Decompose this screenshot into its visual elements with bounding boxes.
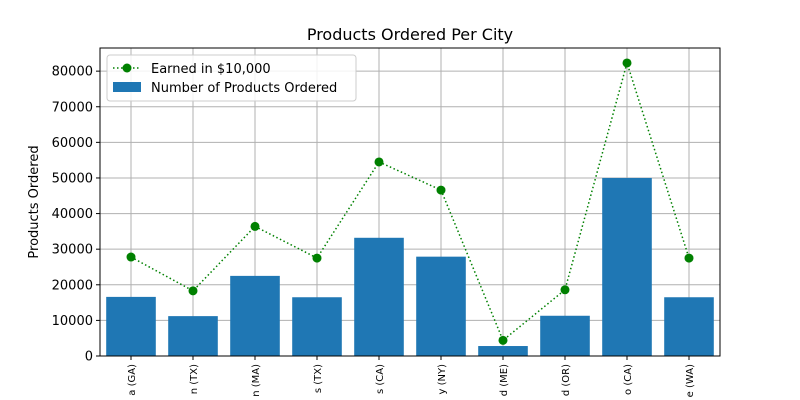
bar	[540, 315, 590, 356]
x-tick-label: s (CA)	[375, 364, 386, 394]
y-axis-ticks: 0 10000 20000 30000 40000 50000 60000 70000 8000…	[52, 65, 100, 365]
legend-box	[106, 54, 357, 102]
y-tick-label: 70000	[52, 100, 93, 115]
line-series	[126, 58, 694, 345]
legend: Earned in $10,000 Number of Products Ord…	[106, 54, 357, 102]
legend-marker-swatch	[122, 63, 132, 73]
x-tick-label: e (WA)	[685, 364, 696, 397]
bar	[230, 275, 280, 356]
chart-title: Products Ordered Per City	[307, 25, 513, 44]
legend-label-earned: Earned in $10,000	[151, 62, 271, 77]
bar	[106, 296, 156, 356]
y-tick-label: 80000	[52, 65, 93, 80]
x-tick-label: d (OR)	[561, 364, 572, 396]
line-point	[312, 253, 322, 263]
line-point	[250, 221, 260, 231]
bar	[664, 297, 714, 356]
legend-label-products: Number of Products Ordered	[151, 81, 337, 96]
x-axis-ticks: a (GA) n (TX) n (MA) s (TX) s (CA) y (NY) d (M…	[127, 356, 696, 397]
line-point	[374, 157, 384, 167]
legend-bar-swatch	[113, 82, 141, 92]
line-point	[498, 335, 508, 345]
x-tick-label: n (MA)	[251, 364, 262, 397]
line-point	[126, 252, 136, 262]
y-axis-label: Products Ordered	[27, 145, 42, 258]
x-tick-label: o (CA)	[623, 364, 634, 395]
x-tick-label: s (TX)	[313, 364, 324, 393]
bar	[292, 297, 342, 356]
bar	[168, 316, 218, 356]
y-tick-label: 40000	[52, 207, 93, 222]
x-tick-label: y (NY)	[437, 364, 448, 395]
y-tick-label: 20000	[52, 278, 93, 293]
y-tick-label: 60000	[52, 136, 93, 151]
bar	[478, 346, 528, 356]
line-point	[436, 185, 446, 195]
line-point	[622, 58, 632, 68]
y-tick-label: 0	[85, 350, 93, 365]
y-tick-label: 30000	[52, 243, 93, 258]
y-tick-label: 50000	[52, 171, 93, 186]
x-tick-label: d (ME)	[499, 364, 510, 396]
bar	[602, 177, 652, 356]
y-tick-label: 10000	[52, 314, 93, 329]
bar	[416, 256, 466, 356]
line-point	[188, 286, 198, 296]
line-path	[130, 60, 690, 342]
plot-frame	[99, 47, 721, 357]
bar-series	[106, 177, 714, 356]
x-tick-label: n (TX)	[189, 364, 200, 394]
line-point	[560, 285, 570, 295]
x-tick-label: a (GA)	[127, 364, 138, 396]
line-point	[684, 253, 694, 263]
bar	[354, 237, 404, 356]
